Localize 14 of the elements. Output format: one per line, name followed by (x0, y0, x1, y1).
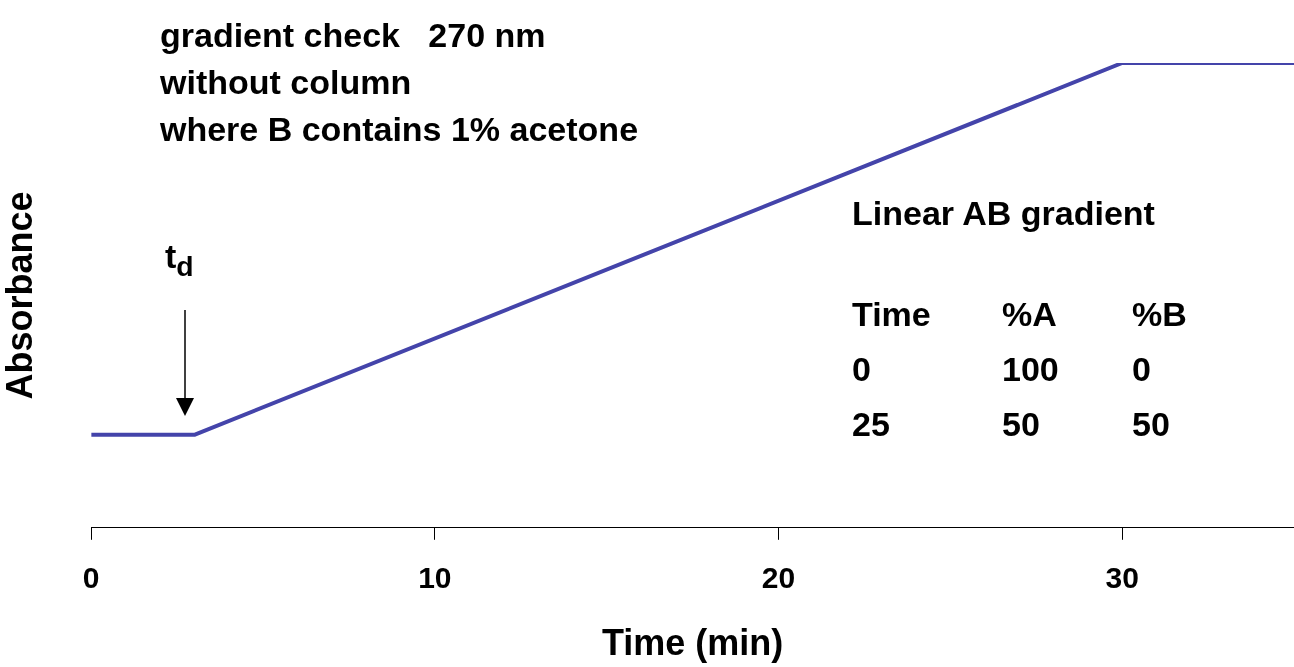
y-axis-title: Absorbance (0, 191, 40, 400)
x-tick-label: 20 (761, 561, 796, 595)
annotation: without column (160, 62, 413, 103)
annotation: Linear AB gradient (852, 193, 1156, 234)
text: 0 100 0 (852, 350, 1151, 388)
text: Time %A %B (852, 295, 1187, 333)
x-tick-label: 0 (82, 561, 100, 595)
annotation: where B contains 1% acetone (160, 109, 639, 150)
x-tick-label: 10 (418, 561, 452, 595)
text: 25 50 50 (852, 405, 1170, 443)
x-tick-label: 30 (1105, 561, 1139, 595)
text: gradient check 270 nm (160, 15, 547, 56)
x-axis-title: Time (min) (601, 622, 784, 664)
annotation: t$_{d}$ (165, 236, 194, 284)
